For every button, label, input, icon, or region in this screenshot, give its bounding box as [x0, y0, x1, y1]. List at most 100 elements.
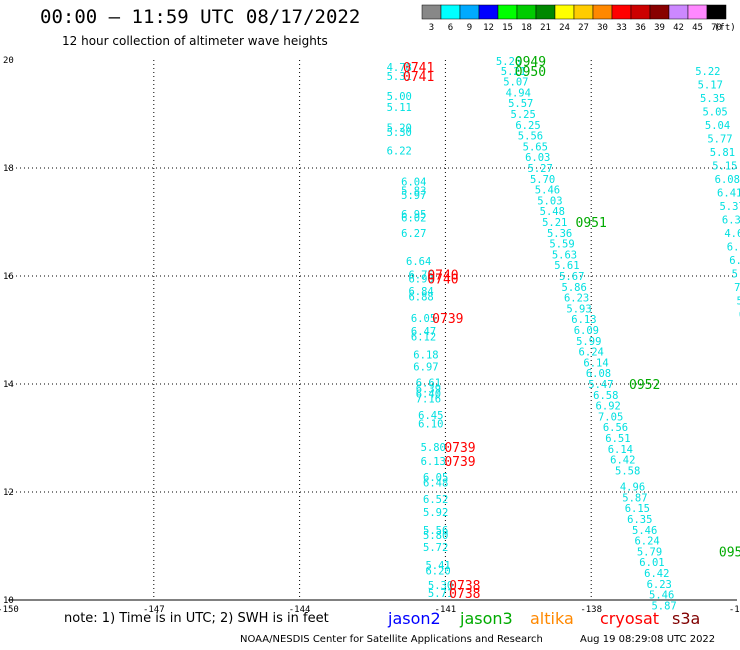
- color-scale-unit: (ft): [714, 23, 736, 33]
- swh-value-jason3: 5.27: [528, 163, 553, 175]
- swh-value-cryosat: 5.56: [423, 525, 448, 537]
- color-scale-swatch: [459, 4, 480, 20]
- color-scale-label: 24: [559, 23, 570, 33]
- chart-title: 00:00 – 11:59 UTC 08/17/2022: [40, 6, 361, 28]
- color-scale-label: 15: [502, 23, 513, 33]
- swh-value-jason3: 4.94: [506, 87, 531, 99]
- swh-value-cryosat: 5.11: [387, 102, 412, 114]
- swh-value-cryosat: 6.02: [401, 213, 426, 225]
- swh-value-jason3: 6.42: [644, 568, 669, 580]
- time-label-cryosat: 0741: [403, 70, 434, 85]
- y-tick-label: 10: [3, 596, 14, 606]
- chart-marks: 4.785.315.005.115.205.306.226.045.835.97…: [387, 55, 740, 612]
- swh-value-jason3: 6.56: [603, 422, 628, 434]
- swh-value-jason3: 6.14: [608, 444, 633, 456]
- swh-value-jason3: 6.13: [571, 314, 596, 326]
- color-scale-label: 39: [654, 23, 665, 33]
- swh-value-jason3: 6.09: [574, 325, 599, 337]
- swh-value-jason3: 6.42: [610, 455, 635, 467]
- swh-value-jason3: 7.00: [734, 282, 740, 294]
- swh-value-jason3: 5.56: [518, 131, 543, 143]
- swh-value-jason3: 6.11: [739, 309, 740, 321]
- swh-value-jason3: 5.22: [695, 66, 720, 78]
- swh-value-jason3: 5.65: [523, 141, 548, 153]
- swh-value-cryosat: 6.52: [423, 494, 448, 506]
- swh-value-cryosat: 6.40: [416, 389, 441, 401]
- y-tick-label: 16: [3, 272, 14, 282]
- swh-value-jason3: 5.26: [496, 56, 521, 68]
- swh-value-cryosat: 5.31: [387, 71, 412, 83]
- swh-value-jason3: 5.57: [508, 98, 533, 110]
- swh-value-jason3: 6.35: [627, 514, 652, 526]
- swh-value-jason3: 5.35: [700, 93, 725, 105]
- swh-value-jason3: 6.27: [727, 241, 740, 253]
- footer-note: note: 1) Time is in UTC; 2) SWH is in fe…: [64, 611, 329, 626]
- x-tick-label: -150: [0, 605, 19, 615]
- swh-value-jason3: 6.01: [639, 557, 664, 569]
- swh-value-jason3: 6.23: [647, 579, 672, 591]
- swh-value-jason3: 5.15: [712, 160, 737, 172]
- swh-value-cryosat: 6.05: [411, 313, 436, 325]
- swh-value-jason3: 5.79: [637, 546, 662, 558]
- credit-line: NOAA/NESDIS Center for Satellite Applica…: [240, 634, 543, 645]
- color-scale-label: 21: [540, 23, 551, 33]
- color-scale-label: 6: [448, 23, 453, 33]
- swh-value-cryosat: 6.04: [401, 177, 426, 189]
- swh-value-cryosat: 5.30: [387, 127, 412, 139]
- swh-value-jason3: 6.35: [722, 214, 740, 226]
- time-label-jason3: 0952: [629, 378, 660, 393]
- color-scale-legend: 3 6 9 12 15 18 21 24 27 30 33 36 39 42 45 70(ft): [421, 4, 736, 33]
- color-scale-label: 18: [521, 23, 532, 33]
- color-scale-label: 3: [429, 23, 434, 33]
- y-tick-label: 14: [3, 380, 14, 390]
- swh-value-cryosat: 6.39: [416, 383, 441, 395]
- swh-value-jason3: 5.07: [503, 77, 528, 89]
- swh-value-jason3: 6.92: [596, 401, 621, 413]
- generated-timestamp: Aug 19 08:29:08 UTC 2022: [580, 634, 716, 645]
- swh-value-jason3: 5.46: [632, 525, 657, 537]
- legend-jason3: jason3: [460, 609, 513, 628]
- color-scale-swatch: [649, 4, 670, 20]
- swh-value-cryosat: 5.97: [401, 190, 426, 202]
- swh-value-cryosat: 6.88: [408, 292, 433, 304]
- legend-cryosat: cryosat: [600, 609, 660, 628]
- color-scale-label: 45: [692, 23, 703, 33]
- y-tick-label: 12: [3, 488, 14, 498]
- chart-axes: -150 -147 -144 -141 -138 -13 10 12 14 16 18 20: [0, 56, 740, 615]
- color-scale-swatch: [440, 4, 461, 20]
- swh-value-jason3: 6.03: [525, 152, 550, 164]
- chart-subtitle: 12 hour collection of altimeter wave hei…: [62, 34, 328, 48]
- color-scale-swatch: [497, 4, 518, 20]
- swh-value-jason3: 4.96: [620, 482, 645, 494]
- time-label-cryosat: 0739: [444, 455, 475, 470]
- color-scale-swatch: [611, 4, 632, 20]
- color-scale-label: 36: [635, 23, 646, 33]
- time-label-cryosat: 0741: [403, 61, 434, 76]
- color-scale-swatch: [421, 4, 442, 20]
- swh-value-jason3: 5.87: [651, 600, 676, 612]
- swh-value-jason3: 5.61: [554, 260, 579, 272]
- color-scale-label: 9: [467, 23, 472, 33]
- legend-jason2: jason2: [388, 609, 441, 628]
- swh-value-cryosat: 5.72: [423, 542, 448, 554]
- swh-value-cryosat: 7.16: [416, 394, 441, 406]
- color-scale-swatch: [706, 4, 727, 20]
- color-scale-label: 33: [616, 23, 627, 33]
- swh-value-jason3: 5.25: [511, 109, 536, 121]
- swh-value-jason3: 5.63: [552, 249, 577, 261]
- swh-value-jason3: 5.03: [537, 195, 562, 207]
- time-label-jason3: 0953: [719, 545, 740, 560]
- swh-value-jason3: 5.48: [540, 206, 565, 218]
- swh-value-cryosat: 6.05: [423, 472, 448, 484]
- swh-value-jason3: 6.15: [625, 503, 650, 515]
- swh-value-cryosat: 6.64: [406, 256, 431, 268]
- y-tick-label: 20: [3, 56, 14, 66]
- swh-value-cryosat: 5.92: [423, 507, 448, 519]
- time-label-cryosat: 0740: [427, 268, 458, 283]
- swh-value-jason3: 6.24: [634, 536, 659, 548]
- color-scale-swatch: [554, 4, 575, 20]
- x-tick-label: -13: [729, 605, 740, 615]
- swh-value-cryosat: 5.83: [401, 186, 426, 198]
